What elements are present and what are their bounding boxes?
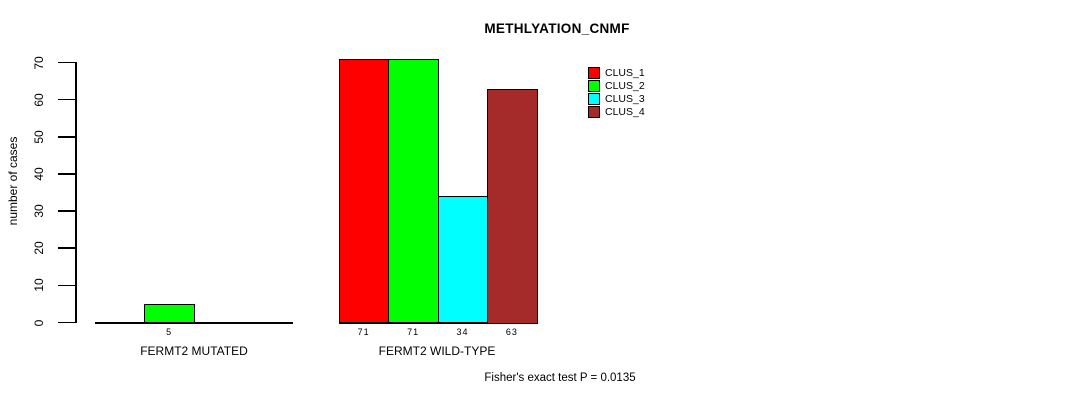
legend-label: CLUS_4: [605, 105, 645, 118]
y-axis-tick-label: 10: [32, 278, 46, 293]
y-axis-tick: [58, 61, 77, 64]
y-axis-tick: [58, 173, 77, 175]
y-axis-tick: [58, 136, 77, 138]
bar-value-label: 5: [166, 327, 173, 337]
bar-clus_3: [437, 196, 489, 324]
bar-value-label: 71: [357, 327, 370, 337]
chart-title: METHLYATION_CNMF: [484, 21, 630, 36]
legend-item: CLUS_2: [588, 79, 645, 92]
bar-clus_2: [144, 303, 195, 324]
legend: CLUS_1 CLUS_2 CLUS_3 CLUS_4: [588, 66, 645, 118]
bar-clus_1: [339, 58, 390, 324]
y-axis-tick-label: 30: [32, 204, 46, 218]
bar-clus_4: [487, 88, 538, 324]
y-axis-tick: [58, 247, 77, 249]
group-label-fermt2-mutated: FERMT2 MUTATED: [140, 344, 248, 358]
legend-item: CLUS_4: [588, 105, 645, 118]
bar-value-label: 71: [407, 327, 420, 337]
y-axis-tick: [58, 210, 77, 212]
bar-clus_2: [388, 58, 439, 324]
bar-value-label: 63: [505, 327, 518, 337]
legend-swatch-clus_2: [588, 79, 600, 92]
legend-item: CLUS_3: [588, 92, 645, 105]
legend-swatch-clus_1: [588, 66, 600, 79]
legend-label: CLUS_1: [605, 66, 645, 79]
legend-swatch-clus_3: [588, 92, 600, 105]
y-axis-tick: [58, 284, 77, 287]
y-axis-line: [75, 62, 77, 323]
y-axis-tick-label: 0: [32, 319, 46, 326]
legend-label: CLUS_2: [605, 79, 645, 92]
y-axis-tick: [58, 321, 77, 324]
y-axis-tick: [58, 98, 77, 101]
legend-item: CLUS_1: [588, 66, 645, 79]
y-axis-tick-label: 50: [32, 130, 46, 144]
y-axis-tick-label: 20: [32, 241, 46, 255]
y-axis-tick-label: 60: [32, 92, 46, 107]
y-axis-tick-label: 40: [32, 167, 46, 181]
legend-label: CLUS_3: [605, 92, 645, 105]
y-axis-label: number of cases: [6, 136, 20, 226]
group-label-fermt2-wild-type: FERMT2 WILD-TYPE: [378, 344, 496, 358]
bar-value-label: 34: [456, 327, 469, 337]
y-axis-tick-label: 70: [32, 55, 46, 70]
fisher-test-annotation: Fisher's exact test P = 0.0135: [484, 372, 636, 384]
legend-swatch-clus_4: [588, 105, 600, 118]
